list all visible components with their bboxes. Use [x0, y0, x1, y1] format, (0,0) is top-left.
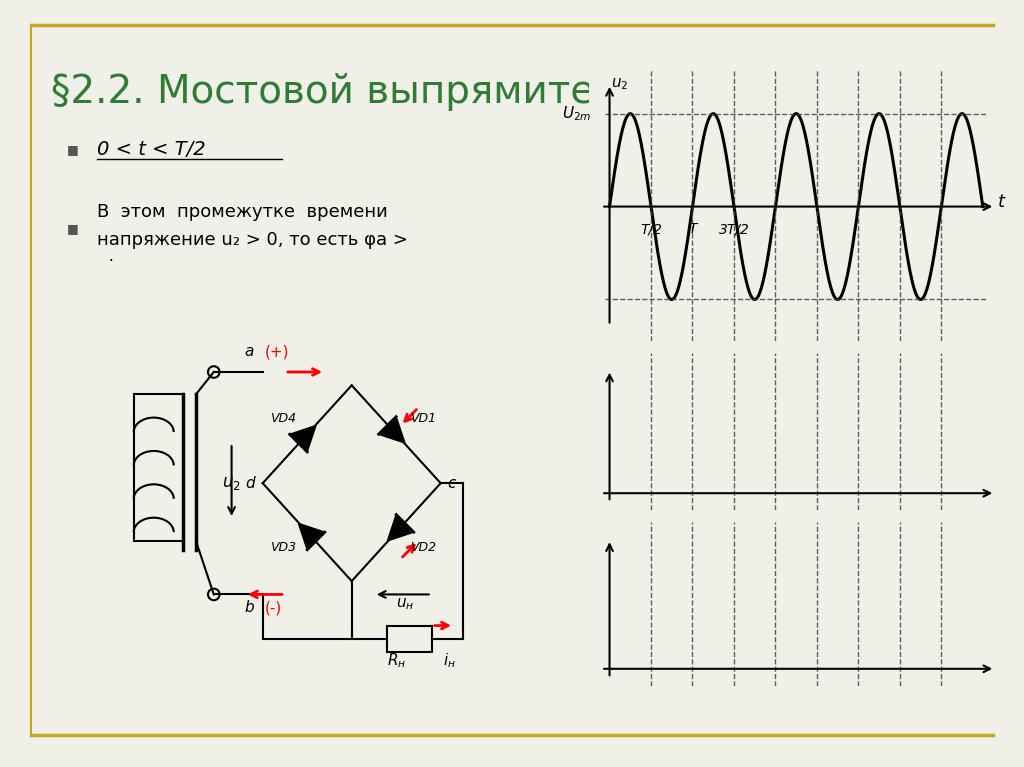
Text: $i_н$: $i_н$: [443, 652, 456, 670]
Text: VD1: VD1: [410, 412, 436, 425]
Polygon shape: [379, 416, 404, 443]
Text: $u_2$: $u_2$: [611, 77, 628, 92]
Text: VD2: VD2: [410, 542, 436, 555]
Text: ■: ■: [67, 143, 78, 156]
Text: В  этом  промежутке  времени
напряжение u₂ > 0, то есть φa >
φb.: В этом промежутке времени напряжение u₂ …: [97, 203, 409, 277]
Text: $u_2$: $u_2$: [222, 474, 241, 492]
Text: $R_н$: $R_н$: [387, 652, 406, 670]
Polygon shape: [290, 426, 316, 452]
Text: (-): (-): [265, 601, 283, 615]
Text: b: b: [245, 601, 254, 615]
Text: T: T: [688, 222, 696, 236]
Text: t: t: [997, 193, 1005, 211]
Text: 0 < t < T/2: 0 < t < T/2: [97, 140, 206, 159]
Text: (+): (+): [265, 344, 290, 360]
Text: c: c: [447, 476, 456, 491]
Polygon shape: [387, 515, 414, 541]
Text: T/2: T/2: [640, 222, 662, 236]
Text: ■: ■: [67, 222, 78, 235]
Text: VD3: VD3: [269, 542, 296, 555]
Polygon shape: [298, 523, 325, 550]
Text: VD4: VD4: [269, 412, 296, 425]
Text: §2.2. Мостовой выпрямитель: §2.2. Мостовой выпрямитель: [51, 73, 642, 111]
Text: d: d: [245, 476, 255, 491]
Text: a: a: [245, 344, 254, 360]
Bar: [387, 626, 432, 652]
Text: $U_{2m}$: $U_{2m}$: [562, 104, 591, 123]
Text: $u_н$: $u_н$: [396, 597, 414, 613]
Text: 3T/2: 3T/2: [719, 222, 750, 236]
